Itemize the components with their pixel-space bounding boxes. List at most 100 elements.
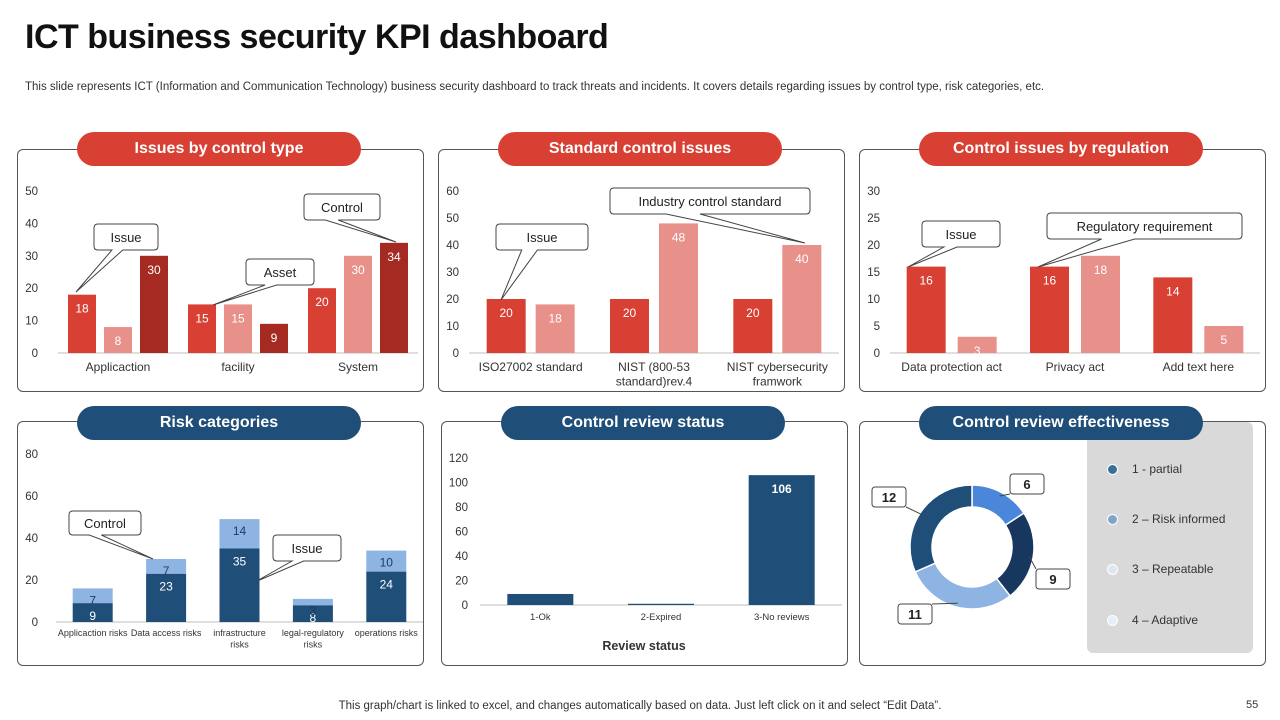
bar-value-label: 9 [89,609,96,623]
bar [146,573,187,622]
bar-value-label: 18 [548,311,562,325]
x-tick-label: 2-Expired [641,612,682,623]
panel-risk-categories: 0 20 40 60 80 9 7 23 7 35 14 8 3 24 10 Applicaction ris… [17,421,424,666]
callout: Issue [907,220,1001,268]
y-tick-label: 10 [867,294,880,306]
chart-control-issues-by-regulation[interactable]: 0 5 10 15 20 25 30 16 3 16 18 14 5 Data protection ac… [860,150,1265,391]
x-tick-label: Applicaction [86,360,151,374]
bar-value-label: 7 [163,564,170,578]
bar-value-label: 34 [387,250,401,264]
legend-item: 1 - partial [1107,462,1182,476]
bar [260,323,288,353]
chart-issues-by-control-type[interactable]: 0 10 20 30 40 50 18 8 30 15 15 9 20 30 34 Applicaction f… [18,150,423,391]
chart-control-review-effectiveness[interactable]: 6 9 11 12 [860,422,1088,665]
callout-pointer [905,506,924,516]
bar [366,571,407,622]
page-subtitle: This slide represents ICT (Information a… [25,81,1045,93]
y-tick-label: 40 [455,551,468,563]
bar [957,336,997,353]
callout-label: Issue [526,230,557,245]
legend-item: 4 – Adaptive [1107,613,1198,627]
y-tick-label: 5 [874,321,880,333]
bar-value-label: 20 [746,306,760,320]
chart-standard-control-issues[interactable]: 0 10 20 30 40 50 60 20 18 20 48 20 40 ISO27002 standa… [439,150,844,391]
panel-control-review-status: 0 20 40 60 80 100 120 1-Ok 2-Expired 106 3-No revi… [441,421,848,666]
legend-item: 3 – Repeatable [1107,562,1213,576]
callout-box [897,603,933,625]
y-tick-label: 80 [25,449,38,461]
y-tick-label: 40 [446,240,459,252]
x-tick-label: NIST cybersecurity [727,360,828,374]
callout: Control [303,193,397,243]
bar [507,593,574,605]
bar-value-label: 20 [499,306,513,320]
y-tick-label: 15 [867,267,880,279]
y-tick-label: 20 [446,294,459,306]
bar [224,304,252,353]
bar-value-label: 15 [231,311,245,325]
x-tick-label: System [338,360,378,374]
callout: Issue [75,223,159,293]
donut-slice [995,512,1035,597]
bar-value-label: 3 [974,344,981,358]
y-tick-label: 0 [453,348,459,360]
panel-standard-control-issues: 0 10 20 30 40 50 60 20 18 20 48 20 40 ISO27002 standa… [438,149,845,392]
y-tick-label: 0 [462,600,468,612]
bar-value-label: 9 [271,331,278,345]
callout: Industry control standard [609,187,811,244]
callout-label: Industry control standard [638,194,781,209]
panel-title-control-review-status: Control review status [501,406,785,440]
donut-slice [909,484,973,573]
callout-box [254,534,342,583]
bar [292,598,333,606]
bar-value-label: 16 [919,274,933,288]
y-tick-label: 10 [25,316,38,328]
y-tick-label: 30 [446,267,459,279]
x-tick-label: Add text here [1163,360,1235,374]
legend-swatch [1107,614,1118,626]
bar [380,242,408,353]
legend-swatch [1107,563,1118,575]
bar [292,605,333,622]
bar [610,299,649,353]
bar-value-label: 8 [310,611,317,625]
bar-value-label: 18 [75,302,89,316]
bar-value-label: 7 [89,593,96,607]
callout: Regulatory requirement [1037,212,1243,268]
callout: Issue [254,534,342,583]
y-tick-label: 40 [25,533,38,545]
callout-label: Issue [110,230,141,245]
legend-label: 4 – Adaptive [1132,613,1199,627]
bar-value-label: 106 [772,482,792,496]
x-tick-label: risks [230,640,249,650]
callout-box [1035,568,1071,590]
callout-box [75,223,159,293]
slice-value-label: 6 [1023,477,1030,492]
legend-label: 2 – Risk informed [1132,512,1226,526]
y-tick-label: 20 [25,575,38,587]
y-tick-label: 10 [446,321,459,333]
x-tick-label: operations risks [355,628,419,638]
bar-value-label: 14 [233,524,247,538]
bar-value-label: 35 [233,555,247,569]
panel-title-risk-categories: Risk categories [77,406,361,440]
callout-label: Control [84,516,126,531]
callout: Asset [212,258,315,306]
y-tick-label: 80 [455,502,468,514]
chart-risk-categories[interactable]: 0 20 40 60 80 9 7 23 7 35 14 83 24 10 Applicaction ris… [18,422,423,665]
bar [344,255,372,353]
bar-value-label: 14 [1166,284,1180,298]
y-tick-label: 0 [32,617,38,629]
chart-control-review-status[interactable]: 0 20 40 60 80 100 120 1-Ok 2-Expired 106 3-No revi… [442,422,847,665]
y-tick-label: 100 [449,478,468,490]
bar-value-label: 5 [1220,333,1227,347]
bar-value-label: 3 [310,604,317,618]
callout-label: Issue [291,541,322,556]
panel-title-standard-control-issues: Standard control issues [498,132,782,166]
callout-label: Control [321,200,363,215]
x-tick-label: 3-No reviews [754,612,810,623]
bar [219,519,260,549]
y-tick-label: 20 [455,576,468,588]
bar [748,475,815,605]
bar [535,304,575,353]
